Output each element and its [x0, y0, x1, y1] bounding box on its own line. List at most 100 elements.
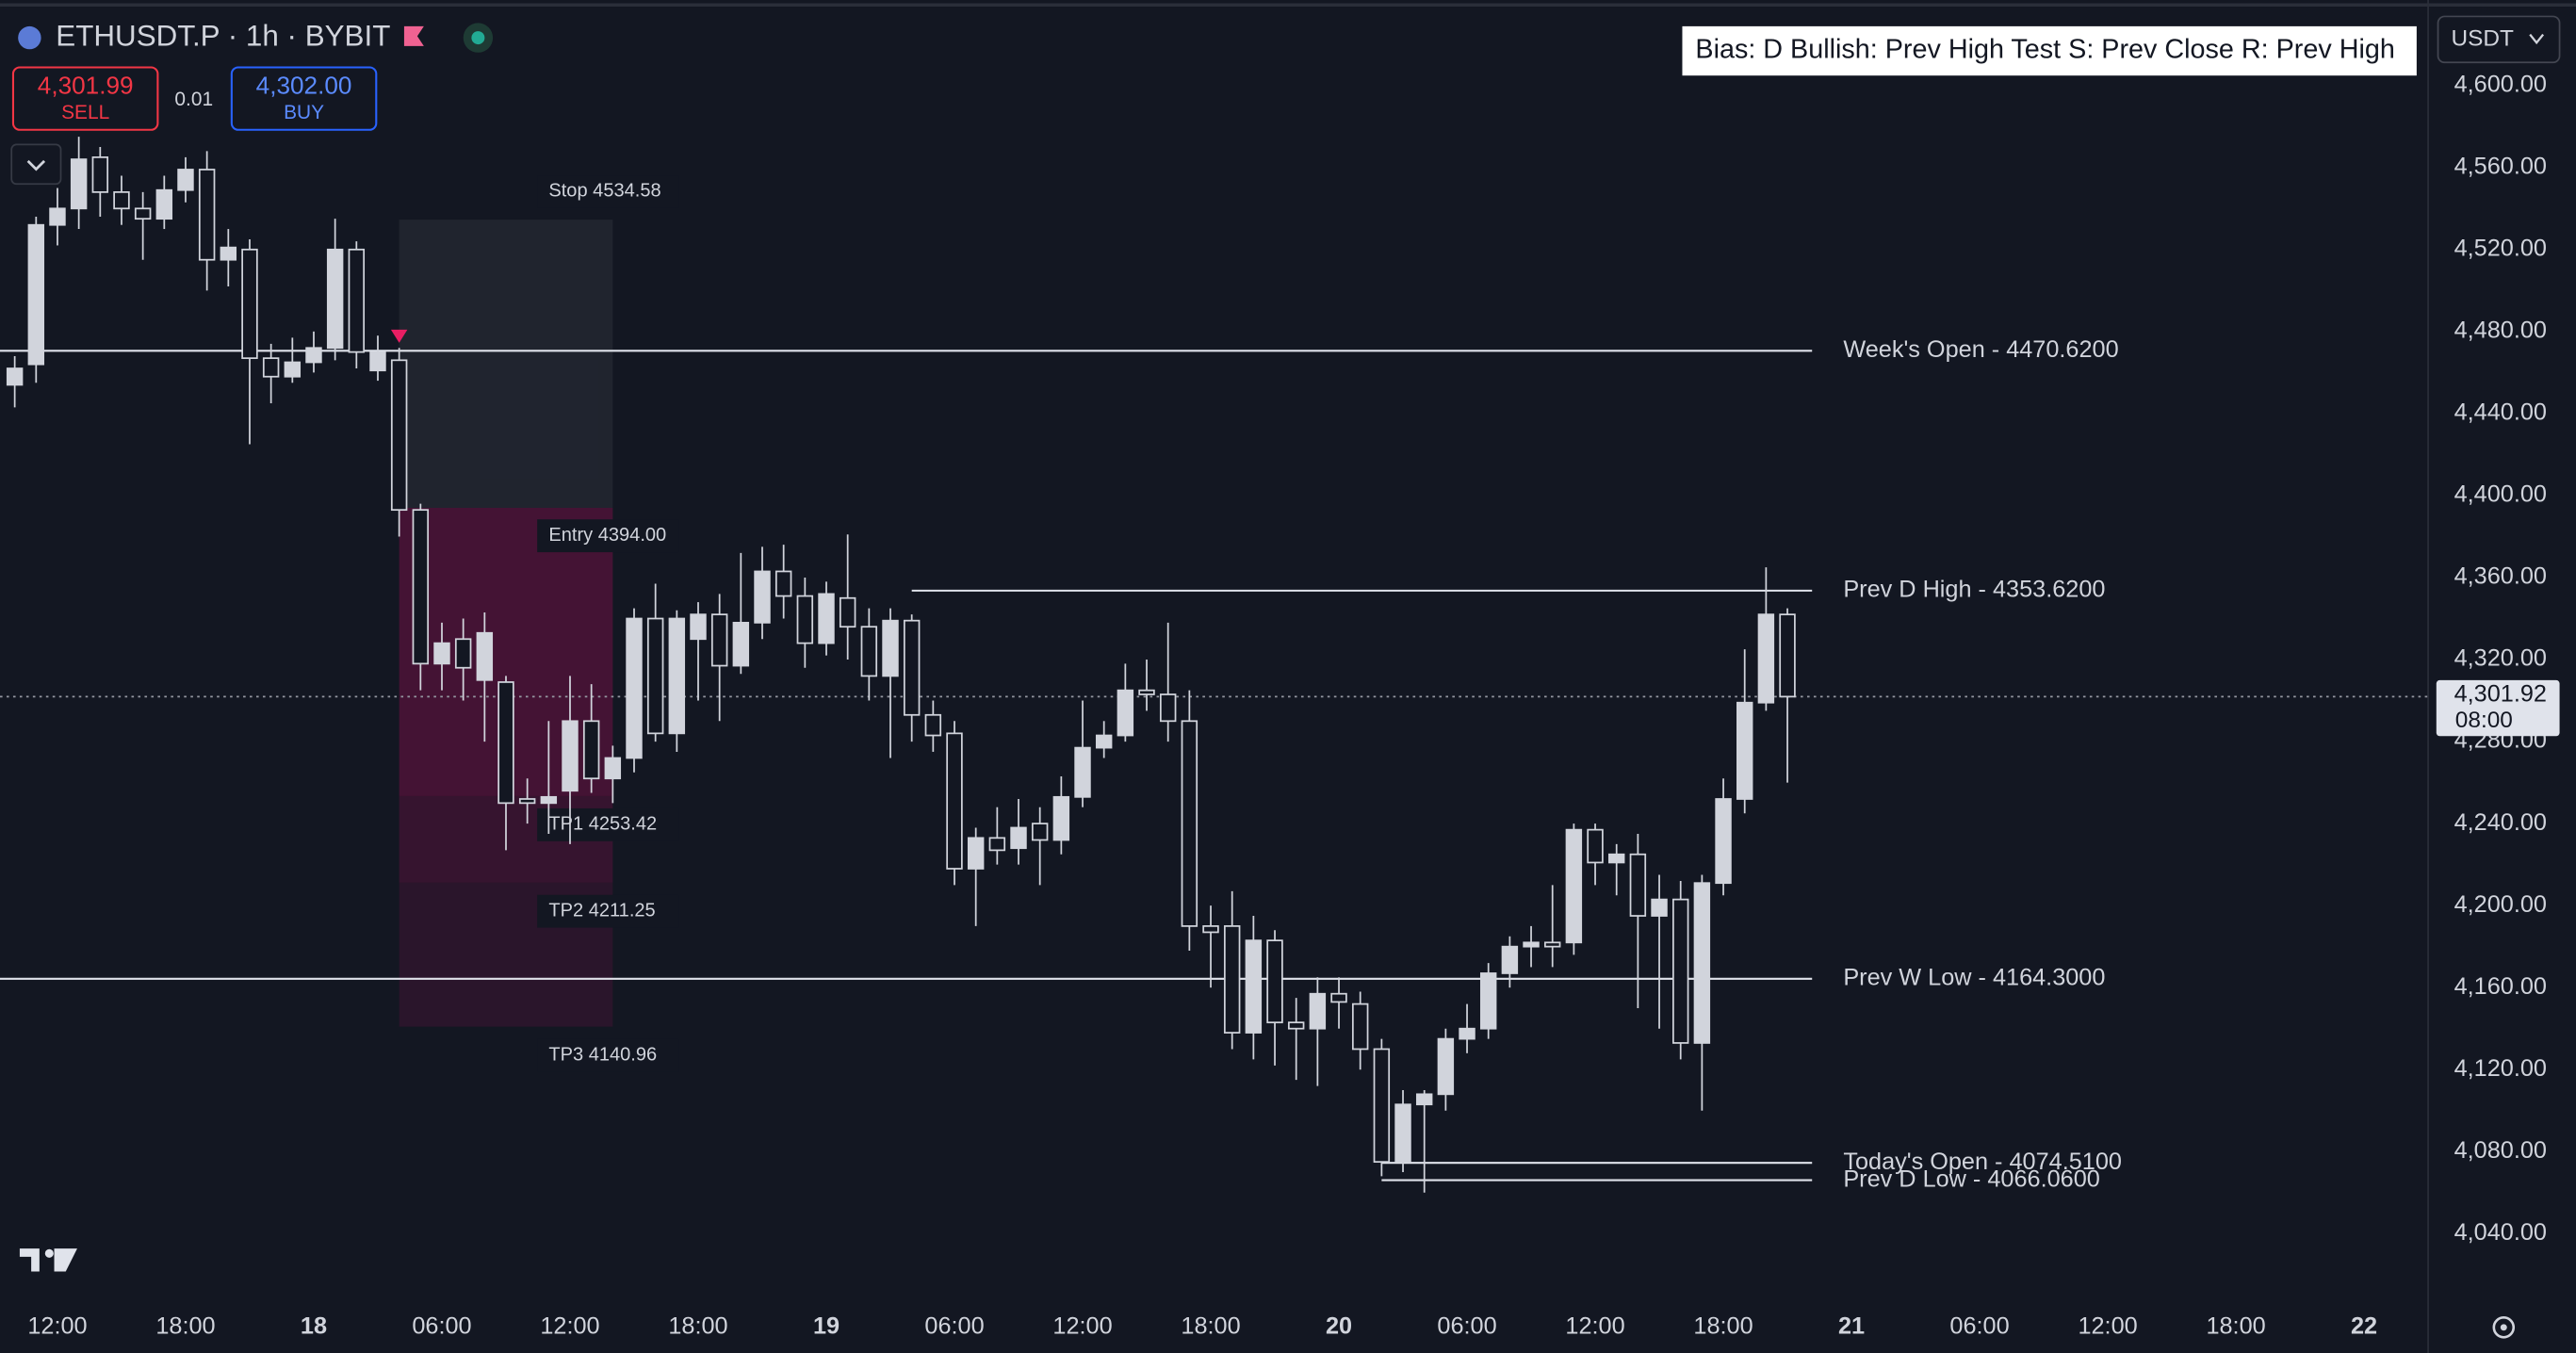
candle-body [1287, 1021, 1305, 1030]
candle-body [1223, 925, 1241, 1034]
candle-body [946, 732, 963, 870]
candle-body [284, 361, 302, 378]
candle-body [155, 188, 173, 220]
buy-button[interactable] [230, 66, 378, 131]
candle-body [1565, 828, 1583, 944]
currency-button[interactable] [2437, 15, 2561, 64]
candle-body [774, 570, 792, 597]
level-label: Prev D Low - 4066.0600 [1843, 1166, 2099, 1192]
candle-body [796, 595, 814, 644]
candle-body [1693, 882, 1711, 1044]
collapse-button[interactable] [10, 143, 62, 186]
settings-icon[interactable] [2492, 1316, 2516, 1339]
candle-body [690, 613, 707, 641]
x-tick-label: 12:00 [540, 1312, 599, 1339]
y-tick-label: 4,520.00 [2454, 235, 2547, 261]
x-tick-label: 06:00 [1949, 1312, 2009, 1339]
candle-body [134, 207, 152, 220]
y-tick-label: 4,560.00 [2454, 153, 2547, 179]
candle-body [1587, 828, 1604, 864]
candle-body [1479, 972, 1497, 1030]
candle-body [1245, 939, 1263, 1034]
candle-body [1202, 925, 1219, 934]
position-label: TP2 4211.25 [548, 900, 655, 921]
candle-body [1074, 746, 1091, 798]
logo-part [44, 1248, 54, 1258]
level-label: Prev W Low - 4164.3000 [1843, 965, 2105, 991]
candle-body [710, 613, 728, 667]
y-tick-label: 4,200.00 [2454, 891, 2547, 918]
candle-body [412, 509, 430, 665]
x-tick-label: 18:00 [2206, 1312, 2265, 1339]
candle-body [1523, 941, 1540, 948]
candle-body [732, 621, 750, 667]
quantity[interactable]: 0.01 [174, 89, 213, 110]
y-tick-label: 4,480.00 [2454, 318, 2547, 344]
candle-body [49, 207, 66, 226]
x-tick-label: 06:00 [1437, 1312, 1496, 1339]
candle-body [454, 638, 472, 669]
bias-box [1682, 25, 2417, 76]
position-label: TP3 4140.96 [548, 1044, 657, 1065]
symbol-icon[interactable] [18, 25, 41, 50]
position-label-bg [537, 807, 679, 841]
candle-body [1779, 613, 1796, 698]
candle-body [1757, 613, 1775, 704]
candle-body [1607, 853, 1625, 864]
overlay: ETHUSDT.P · 1h · BYBIT 4,301.99 SELL 0.0… [10, 15, 2561, 1339]
countdown: 08:00 [2455, 708, 2513, 733]
level-label: Today's Open - 4074.5100 [1843, 1149, 2122, 1175]
candle-body [198, 169, 216, 261]
candle-body [646, 617, 664, 735]
candle-body [754, 570, 771, 624]
candle-body [1138, 689, 1155, 695]
chevron-icon [26, 159, 46, 171]
symbol-title[interactable]: ETHUSDT.P · 1h · BYBIT [56, 19, 390, 52]
candle-body [518, 798, 536, 805]
bias-text: Bias: D Bullish: Prev High Test S: Prev … [1695, 35, 2394, 65]
candle-body [1394, 1103, 1411, 1164]
candle-body [582, 720, 600, 780]
candle-body [70, 158, 88, 210]
y-tick-label: 4,240.00 [2454, 809, 2547, 836]
candle-body [27, 223, 45, 366]
x-tick-label: 12:00 [1565, 1312, 1624, 1339]
candle-body [562, 720, 579, 792]
candle-body [1373, 1048, 1391, 1164]
position-label-bg [537, 519, 679, 553]
position-label-bg [537, 175, 679, 208]
x-tick-label: 12:00 [2078, 1312, 2137, 1339]
candle-body [241, 248, 258, 360]
candle-body [1117, 689, 1134, 737]
x-tick-label: 06:00 [924, 1312, 984, 1339]
candle-body [1459, 1027, 1475, 1040]
candle-body [390, 359, 408, 512]
sell-button[interactable] [11, 66, 159, 131]
candle-body [818, 593, 835, 644]
settings-icon-center [2500, 1324, 2507, 1331]
candle-body [668, 617, 686, 735]
currency[interactable]: USDT [2451, 25, 2514, 51]
candle-body [476, 631, 494, 681]
candle-body [177, 169, 194, 191]
candle-body [1031, 823, 1049, 841]
candle-body [6, 367, 24, 386]
candle-body [1437, 1037, 1455, 1096]
y-tick-label: 4,440.00 [2454, 399, 2547, 426]
x-tick-label: 18:00 [155, 1312, 215, 1339]
y-tick-label: 4,400.00 [2454, 481, 2547, 508]
candle-body [860, 626, 878, 677]
candle-body [903, 619, 921, 716]
candle-body [1330, 992, 1347, 1003]
last-price-label: 4,301.92 [2454, 680, 2547, 707]
candle-body [305, 347, 322, 364]
candle-body [348, 248, 366, 353]
x-tick-label: 19 [813, 1312, 840, 1339]
flag-icon[interactable] [403, 25, 424, 46]
logo-part [54, 1248, 77, 1272]
candle-body [1351, 1003, 1369, 1051]
candle-body [1159, 693, 1177, 723]
candle-body [1736, 701, 1753, 800]
